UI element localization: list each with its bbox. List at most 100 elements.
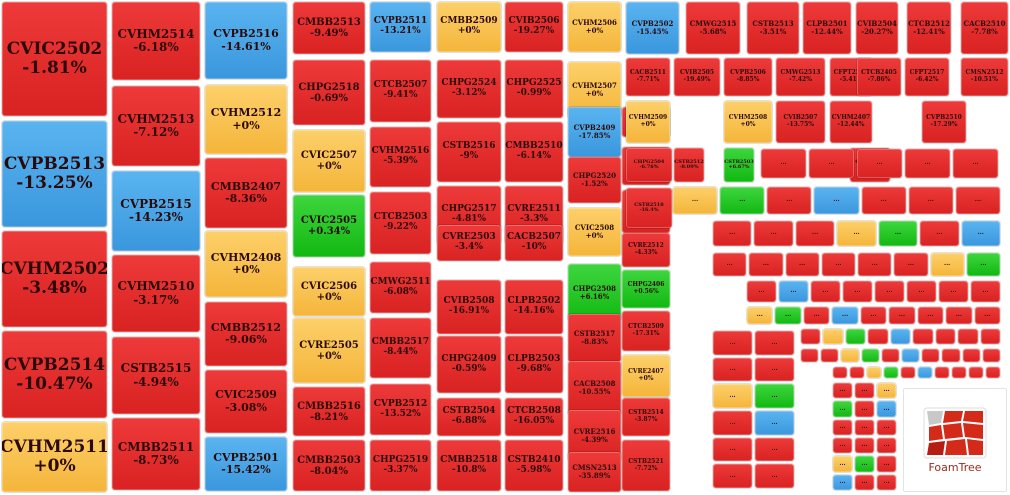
collapsed-group-tile[interactable] bbox=[913, 329, 933, 344]
tile-cvhm2513[interactable]: CVHM2513 -7.12% bbox=[112, 86, 200, 166]
collapsed-group-tile[interactable] bbox=[942, 349, 960, 362]
collapsed-group-tile[interactable]: ... bbox=[877, 401, 896, 417]
tile-cvre2407[interactable]: CVRE2407 +0% bbox=[622, 355, 670, 397]
collapsed-group-tile[interactable]: ... bbox=[814, 187, 859, 214]
collapsed-group-tile[interactable]: ... bbox=[861, 187, 906, 214]
tile-cvib2504[interactable]: CVIB2504 -20.27% bbox=[856, 2, 898, 54]
tile-cstb2410[interactable]: CSTB2410 -5.98% bbox=[505, 440, 563, 491]
tile-cvpb2512[interactable]: CVPB2512 -13.52% bbox=[370, 384, 431, 435]
collapsed-group-tile[interactable] bbox=[901, 367, 915, 378]
collapsed-group-tile[interactable]: ... bbox=[907, 281, 936, 302]
collapsed-group-tile[interactable] bbox=[833, 367, 847, 378]
collapsed-group-tile[interactable]: ... bbox=[843, 281, 872, 302]
collapsed-group-tile[interactable]: ... bbox=[837, 221, 876, 246]
tile-ctcb2503[interactable]: CTCB2503 -9.22% bbox=[370, 192, 431, 254]
tile-cmsn2512[interactable]: CMSN2512 -10.51% bbox=[961, 58, 1008, 96]
tile-cmbb2511[interactable]: CMBB2511 -8.73% bbox=[112, 418, 200, 490]
tile-cvre2505[interactable]: CVRE2505 +0% bbox=[293, 318, 365, 383]
tile-cvpb2515[interactable]: CVPB2515 -14.23% bbox=[112, 171, 200, 251]
tile-cvhm2509[interactable]: CVHM2509 +0% bbox=[626, 101, 670, 143]
tile-cstb2516[interactable]: CSTB2516 -9% bbox=[437, 122, 501, 182]
tile-cvre2512[interactable]: CVRE2512 -4.33% bbox=[622, 233, 670, 267]
tile-cvic2505[interactable]: CVIC2505 +0.34% bbox=[293, 195, 365, 257]
tile-ctcb2405[interactable]: CTCB2405 -7.86% bbox=[857, 58, 901, 96]
collapsed-group-tile[interactable]: ... bbox=[713, 411, 752, 435]
collapsed-group-tile[interactable] bbox=[801, 349, 819, 362]
tile-ctcb2507[interactable]: CTCB2507 -9.41% bbox=[370, 60, 431, 122]
tile-cmsn2513[interactable]: CMSN2513 -35.89% bbox=[568, 452, 621, 492]
tile-cvic2506[interactable]: CVIC2506 +0% bbox=[293, 267, 365, 316]
tile-cmbb2509[interactable]: CMBB2509 +0% bbox=[437, 2, 501, 52]
tile-cmbb2407[interactable]: CMBB2407 -8.36% bbox=[205, 158, 287, 228]
collapsed-group-tile[interactable]: ... bbox=[860, 307, 887, 324]
collapsed-group-tile[interactable]: ... bbox=[877, 419, 896, 435]
tile-cmwg2511[interactable]: CMWG2511 -6.08% bbox=[370, 262, 431, 313]
collapsed-group-tile[interactable]: ... bbox=[720, 187, 765, 214]
tile-cstb2503[interactable]: CSTB2503 +6.67% bbox=[724, 148, 754, 182]
tile-cfpt2517[interactable]: CFPT2517 -6.42% bbox=[905, 58, 949, 96]
tile-chpg2508[interactable]: CHPG2508 +6.16% bbox=[568, 264, 621, 321]
collapsed-group-tile[interactable]: ... bbox=[920, 221, 959, 246]
tile-cstb2518[interactable]: CSTB2518 -16.4% bbox=[626, 188, 672, 228]
tile-cstb2521[interactable]: CSTB2521 -7.72% bbox=[622, 440, 670, 491]
collapsed-group-tile[interactable] bbox=[881, 349, 899, 362]
tile-cvpb2506[interactable]: CVPB2506 -8.85% bbox=[724, 58, 772, 96]
collapsed-group-tile[interactable]: ... bbox=[755, 384, 794, 408]
collapsed-group-tile[interactable] bbox=[850, 367, 864, 378]
tile-cvic2508[interactable]: CVIC2508 +0% bbox=[568, 208, 621, 256]
collapsed-group-tile[interactable]: ... bbox=[755, 357, 794, 382]
collapsed-group-tile[interactable]: ... bbox=[755, 331, 794, 355]
collapsed-group-tile[interactable]: ... bbox=[811, 281, 840, 302]
collapsed-group-tile[interactable]: ... bbox=[833, 474, 852, 490]
collapsed-group-tile[interactable]: ... bbox=[832, 307, 858, 324]
collapsed-group-tile[interactable]: ... bbox=[713, 221, 752, 246]
tile-cvhm2407[interactable]: CVHM2407 -12.44% bbox=[830, 101, 872, 143]
tile-cacb2510[interactable]: CACB2510 -7.78% bbox=[961, 2, 1008, 54]
collapsed-group-tile[interactable] bbox=[867, 367, 881, 378]
tile-cvhm2408[interactable]: CVHM2408 +0% bbox=[205, 231, 287, 297]
collapsed-group-tile[interactable]: ... bbox=[833, 456, 852, 472]
tile-cvib2507[interactable]: CVIB2507 -13.75% bbox=[776, 101, 825, 143]
collapsed-group-tile[interactable]: ... bbox=[747, 281, 776, 302]
tile-cstb2513[interactable]: CSTB2513 -3.51% bbox=[747, 2, 799, 54]
collapsed-group-tile[interactable] bbox=[821, 349, 839, 362]
tile-cvhm2510[interactable]: CVHM2510 -3.17% bbox=[112, 255, 200, 332]
collapsed-group-tile[interactable]: ... bbox=[917, 307, 944, 324]
tile-cmbb2513[interactable]: CMBB2513 -9.49% bbox=[293, 2, 365, 54]
tile-cvib2505[interactable]: CVIB2505 -19.49% bbox=[674, 58, 720, 96]
collapsed-group-tile[interactable]: ... bbox=[833, 419, 852, 435]
tile-cmbb2510[interactable]: CMBB2510 -6.14% bbox=[505, 122, 563, 182]
tile-cvhm2511[interactable]: CVHM2511 +0% bbox=[2, 422, 107, 492]
collapsed-group-tile[interactable]: ... bbox=[855, 419, 874, 435]
collapsed-group-tile[interactable] bbox=[868, 329, 888, 344]
collapsed-group-tile[interactable] bbox=[902, 349, 920, 362]
collapsed-group-tile[interactable]: ... bbox=[974, 307, 1000, 324]
tile-cvpb2516[interactable]: CVPB2516 -14.61% bbox=[205, 2, 287, 79]
tile-cstb2517[interactable]: CSTB2517 -8.83% bbox=[568, 314, 621, 362]
tile-cvhm2512[interactable]: CVHM2512 +0% bbox=[205, 85, 287, 154]
collapsed-group-tile[interactable]: ... bbox=[833, 401, 852, 417]
collapsed-group-tile[interactable]: ... bbox=[855, 438, 874, 454]
collapsed-group-tile[interactable]: ... bbox=[877, 383, 896, 399]
tile-ctcb2512[interactable]: CTCB2512 -12.41% bbox=[907, 2, 951, 54]
tile-cvhm2506[interactable]: CVHM2506 +0% bbox=[568, 2, 621, 52]
collapsed-group-tile[interactable] bbox=[918, 367, 932, 378]
collapsed-group-tile[interactable] bbox=[962, 349, 980, 362]
tile-chpg2518[interactable]: CHPG2518 -0.69% bbox=[293, 60, 365, 125]
collapsed-group-tile[interactable]: ... bbox=[785, 253, 819, 276]
tile-cvpb2514[interactable]: CVPB2514 -10.47% bbox=[2, 331, 107, 418]
tile-clpb2502[interactable]: CLPB2502 -14.16% bbox=[505, 280, 563, 334]
collapsed-group-tile[interactable]: ... bbox=[821, 253, 855, 276]
collapsed-group-tile[interactable]: ... bbox=[755, 464, 794, 488]
collapsed-group-tile[interactable] bbox=[823, 329, 843, 344]
collapsed-group-tile[interactable]: ... bbox=[877, 438, 896, 454]
collapsed-group-tile[interactable]: ... bbox=[894, 253, 928, 276]
collapsed-group-tile[interactable]: ... bbox=[877, 474, 896, 490]
tile-cmbb2516[interactable]: CMBB2516 -8.21% bbox=[293, 387, 365, 436]
tile-cvib2506[interactable]: CVIB2506 -19.27% bbox=[505, 2, 563, 52]
collapsed-group-tile[interactable]: ... bbox=[877, 456, 896, 472]
collapsed-group-tile[interactable]: ... bbox=[961, 221, 1000, 246]
collapsed-group-tile[interactable]: ... bbox=[955, 187, 1000, 214]
collapsed-group-tile[interactable]: ... bbox=[713, 437, 752, 462]
collapsed-group-tile[interactable]: ... bbox=[747, 307, 773, 324]
